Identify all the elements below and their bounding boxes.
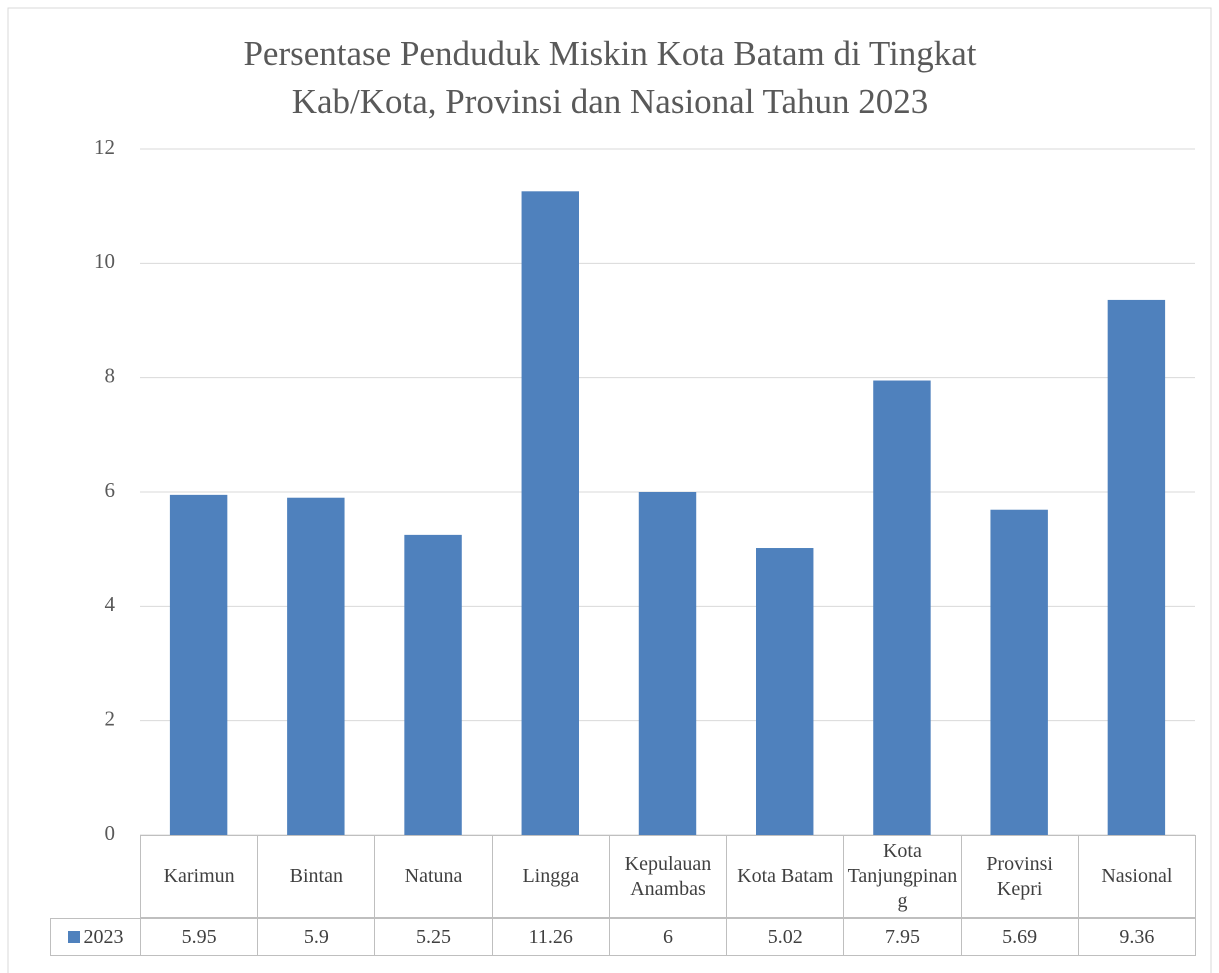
bar bbox=[873, 380, 931, 835]
bar bbox=[1107, 299, 1166, 835]
table-value: 5.69 bbox=[960, 918, 1079, 956]
legend-cell: 2023 bbox=[50, 918, 141, 956]
legend-label: 2023 bbox=[83, 925, 124, 948]
y-tick-label: 2 bbox=[105, 706, 116, 730]
table-value: 11.26 bbox=[491, 918, 610, 956]
x-tick-label: Kota Batam bbox=[726, 835, 845, 918]
chart-title: Persentase Penduduk Miskin Kota Batam di… bbox=[243, 34, 977, 121]
chart-border bbox=[7, 7, 1212, 973]
x-tick-label: Kota Tanjungpinang bbox=[843, 835, 962, 918]
bar bbox=[287, 497, 345, 835]
bar bbox=[638, 492, 697, 835]
table-value: 5.02 bbox=[726, 918, 845, 956]
bar bbox=[169, 494, 228, 835]
table-value: 5.25 bbox=[374, 918, 493, 956]
bar bbox=[521, 191, 579, 835]
y-tick-label: 0 bbox=[105, 821, 116, 845]
bar bbox=[756, 548, 814, 835]
y-tick-label: 10 bbox=[94, 249, 115, 273]
legend-swatch bbox=[67, 931, 80, 943]
x-tick-label: Provinsi Kepri bbox=[960, 835, 1079, 918]
x-tick-label: Kepulauan Anambas bbox=[608, 835, 728, 918]
x-tick-label: Nasional bbox=[1077, 835, 1196, 918]
y-tick-label: 6 bbox=[105, 478, 116, 502]
table-value: 9.36 bbox=[1077, 918, 1196, 956]
x-tick-label: Natuna bbox=[374, 835, 493, 918]
x-tick-label: Karimun bbox=[140, 835, 259, 918]
bar bbox=[404, 534, 462, 835]
y-tick-label: 4 bbox=[105, 592, 116, 616]
y-tick-label: 8 bbox=[105, 363, 116, 387]
x-tick-label: Lingga bbox=[491, 835, 610, 918]
table-value: 6 bbox=[608, 918, 728, 956]
bar bbox=[990, 509, 1048, 835]
table-value: 5.9 bbox=[257, 918, 376, 956]
table-value: 7.95 bbox=[843, 918, 962, 956]
x-tick-label: Bintan bbox=[257, 835, 376, 918]
y-tick-label: 12 bbox=[94, 135, 115, 159]
table-value: 5.95 bbox=[140, 918, 259, 956]
